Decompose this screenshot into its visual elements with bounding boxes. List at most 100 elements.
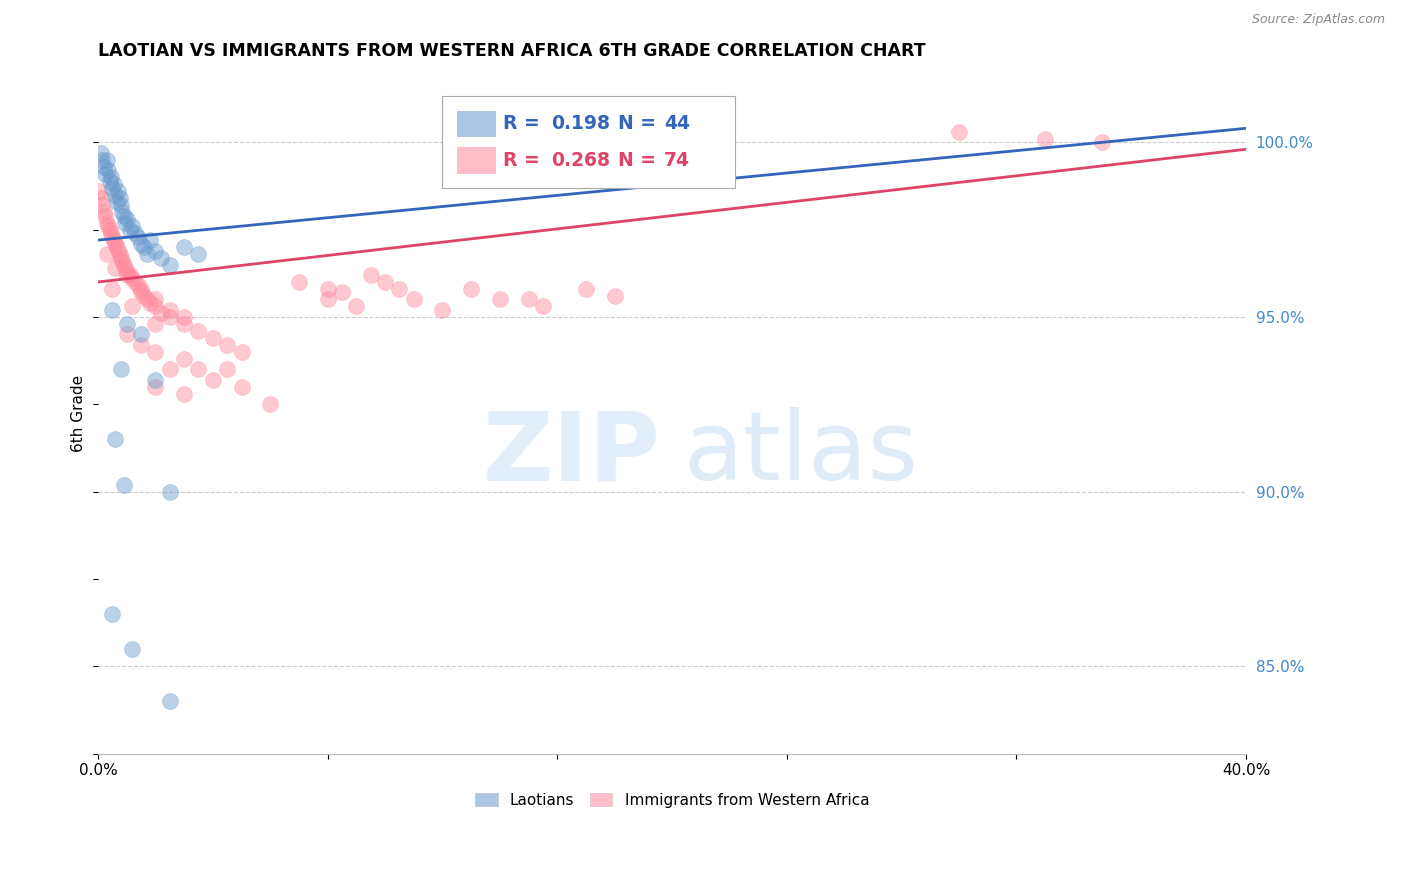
Point: [121, 300, 143, 314]
Point: [135, 293, 157, 307]
Point: [138, 233, 160, 247]
Point: [138, 296, 160, 310]
Text: N =: N =: [619, 151, 662, 170]
Point: [105, 240, 128, 254]
Point: [145, 373, 167, 387]
Point: [173, 351, 195, 366]
Point: [121, 219, 143, 233]
Point: [115, 268, 138, 282]
Point: [330, 285, 353, 300]
Point: [93, 205, 115, 219]
Point: [97, 163, 120, 178]
Point: [118, 222, 141, 236]
Text: 0.268: 0.268: [551, 151, 610, 170]
Point: [388, 282, 411, 296]
Point: [460, 282, 482, 296]
Point: [100, 170, 122, 185]
Point: [374, 275, 396, 289]
Point: [173, 310, 195, 324]
Point: [90, 145, 112, 160]
Point: [121, 641, 143, 656]
Point: [159, 310, 181, 324]
Point: [145, 344, 167, 359]
Point: [259, 397, 281, 411]
Point: [124, 275, 146, 289]
Point: [104, 187, 127, 202]
Point: [129, 327, 152, 342]
Point: [114, 216, 136, 230]
Point: [173, 386, 195, 401]
Point: [101, 607, 124, 621]
Point: [948, 125, 970, 139]
Point: [115, 317, 138, 331]
Point: [661, 128, 683, 143]
Point: [145, 293, 167, 307]
Point: [111, 254, 134, 268]
Text: Source: ZipAtlas.com: Source: ZipAtlas.com: [1251, 13, 1385, 27]
Text: 74: 74: [664, 151, 690, 170]
Point: [402, 293, 425, 307]
Point: [344, 300, 367, 314]
Point: [103, 177, 125, 191]
Point: [129, 282, 152, 296]
Point: [90, 191, 112, 205]
Point: [115, 327, 138, 342]
Point: [115, 264, 138, 278]
Point: [201, 373, 224, 387]
Point: [187, 362, 209, 376]
Point: [115, 212, 138, 227]
Point: [121, 271, 143, 285]
Point: [517, 293, 540, 307]
Point: [159, 302, 181, 317]
Point: [575, 282, 598, 296]
Point: [107, 244, 129, 258]
Point: [145, 317, 167, 331]
Point: [91, 198, 114, 212]
Point: [105, 194, 128, 209]
Point: [127, 229, 149, 244]
Y-axis label: 6th Grade: 6th Grade: [72, 375, 86, 451]
Point: [104, 432, 127, 446]
Text: LAOTIAN VS IMMIGRANTS FROM WESTERN AFRICA 6TH GRADE CORRELATION CHART: LAOTIAN VS IMMIGRANTS FROM WESTERN AFRIC…: [98, 42, 925, 60]
Point: [110, 198, 132, 212]
Point: [217, 362, 239, 376]
Point: [132, 240, 155, 254]
Point: [96, 247, 118, 261]
Point: [129, 236, 152, 251]
Point: [129, 338, 152, 352]
Legend: Laotians, Immigrants from Western Africa: Laotians, Immigrants from Western Africa: [468, 787, 876, 814]
Point: [159, 362, 181, 376]
Point: [101, 180, 124, 194]
Point: [112, 209, 135, 223]
Point: [114, 260, 136, 275]
Point: [316, 293, 339, 307]
Point: [135, 247, 157, 261]
Point: [112, 258, 135, 272]
Point: [98, 174, 121, 188]
Point: [96, 216, 118, 230]
Point: [217, 338, 239, 352]
FancyBboxPatch shape: [457, 111, 496, 137]
Point: [432, 302, 454, 317]
Point: [94, 167, 117, 181]
Point: [103, 233, 125, 247]
Point: [150, 306, 173, 320]
Point: [89, 184, 111, 198]
Point: [201, 331, 224, 345]
Point: [316, 282, 339, 296]
Point: [159, 484, 181, 499]
Point: [360, 268, 382, 282]
Point: [101, 282, 124, 296]
Point: [145, 380, 167, 394]
Point: [111, 205, 134, 219]
Point: [101, 229, 124, 244]
Point: [173, 317, 195, 331]
Point: [159, 258, 181, 272]
Text: R =: R =: [503, 151, 547, 170]
Point: [603, 289, 626, 303]
Point: [1091, 136, 1114, 150]
Point: [173, 240, 195, 254]
Text: 0.198: 0.198: [551, 114, 610, 133]
Point: [91, 153, 114, 167]
Point: [145, 300, 167, 314]
